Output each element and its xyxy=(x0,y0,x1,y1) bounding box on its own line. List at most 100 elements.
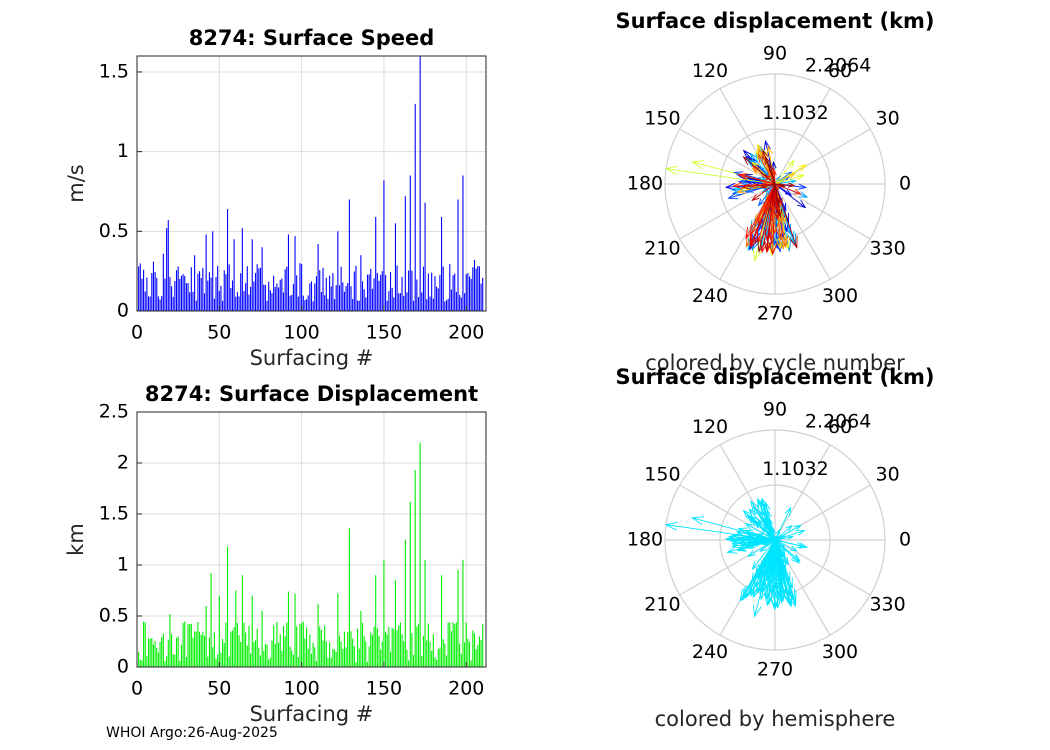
arrow-head xyxy=(796,529,806,536)
arrow-head xyxy=(778,542,786,549)
arrow-head xyxy=(762,503,769,514)
arrow-head xyxy=(741,183,751,190)
arrow-head xyxy=(777,213,784,224)
arrow-head xyxy=(750,500,759,511)
displacement-ytick-label: 0.5 xyxy=(99,605,129,627)
arrow-head xyxy=(775,228,784,240)
arrow-head xyxy=(784,189,793,196)
arrow-head xyxy=(761,509,768,519)
polar-hemi-angle-label: 180 xyxy=(627,529,663,551)
arrow-head xyxy=(780,556,787,565)
arrow-head xyxy=(763,139,771,151)
arrow-head xyxy=(786,588,796,601)
polar-hemi-polar: 0 30 60 90 120 150 180 210 240 270 300 330 1.1032 2.2… xyxy=(615,365,934,731)
arrow-head xyxy=(724,182,736,191)
displacement-xtick-label: 0 xyxy=(131,678,143,700)
speed-ytick-label: 1 xyxy=(117,140,129,162)
arrow-head xyxy=(756,581,765,594)
arrow-head xyxy=(757,143,765,154)
displacement-xtick-label: 50 xyxy=(207,678,231,700)
arrow xyxy=(774,539,808,548)
polar-cycle-rlabel-outer: 2.2064 xyxy=(805,55,871,77)
displacement-ytick-label: 2.5 xyxy=(99,401,129,423)
displacement-ytick-label: 2 xyxy=(117,452,129,474)
arrow-head xyxy=(743,173,753,180)
speed-xtick-label: 50 xyxy=(207,322,231,344)
arrow xyxy=(762,504,776,541)
polar-cycle-title: Surface displacement (km) xyxy=(615,9,934,33)
polar-cycle-spoke xyxy=(774,183,871,240)
speed-xtick-label: 0 xyxy=(131,322,143,344)
arrow-head xyxy=(742,534,752,541)
arrow-head xyxy=(749,237,759,251)
arrow xyxy=(774,183,801,195)
speed-xlabel: Surfacing # xyxy=(250,346,374,370)
arrow-head xyxy=(763,587,773,600)
arrow-head xyxy=(758,216,766,228)
arrow-head xyxy=(797,164,808,172)
arrow xyxy=(743,156,776,185)
arrow-head xyxy=(744,178,754,185)
displacement-ytick-label: 0 xyxy=(117,656,129,678)
speed-ytick-label: 0 xyxy=(117,300,129,322)
arrow-head xyxy=(774,196,780,205)
arrow xyxy=(774,529,780,541)
arrow xyxy=(761,183,776,188)
arrow-head xyxy=(744,523,754,531)
polar-cycle-angle-label: 180 xyxy=(627,173,663,195)
displacement-ylabel: km xyxy=(64,523,88,556)
polar-hemi-spoke xyxy=(774,539,871,596)
polar-hemi-angle-label: 0 xyxy=(899,529,911,551)
arrow-head xyxy=(750,234,760,248)
arrow-head xyxy=(770,585,780,597)
arrow-head xyxy=(796,174,806,181)
arrow-head xyxy=(742,149,753,160)
arrow-head xyxy=(736,545,747,552)
arrow xyxy=(757,539,776,593)
arrow xyxy=(774,183,781,217)
arrow xyxy=(750,153,776,185)
polar-hemi-rlabel-outer: 2.2064 xyxy=(805,411,871,433)
arrow xyxy=(774,174,804,185)
arrow-head xyxy=(754,576,763,589)
arrow xyxy=(774,183,798,248)
arrow xyxy=(774,525,793,541)
polar-cycle-angle-label: 270 xyxy=(757,303,793,325)
arrow-head xyxy=(757,499,765,511)
arrow xyxy=(751,183,776,201)
arrow xyxy=(748,539,776,557)
arrow xyxy=(774,539,800,564)
arrow-head xyxy=(774,540,780,547)
arrow xyxy=(757,183,776,243)
arrow xyxy=(774,530,805,541)
arrow-head xyxy=(789,179,797,185)
displacement-ytick-label: 1 xyxy=(117,554,129,576)
arrow-head xyxy=(787,182,796,188)
arrow-head xyxy=(775,528,781,536)
displacement-title: 8274: Surface Displacement xyxy=(145,382,478,406)
arrow-head xyxy=(664,521,678,531)
speed-ylabel: m/s xyxy=(64,164,88,202)
arrow-head xyxy=(752,505,761,516)
polar-hemi-angle-label: 300 xyxy=(822,641,858,663)
arrow-head xyxy=(762,538,770,543)
arrow-head xyxy=(737,173,748,180)
polar-cycle-polar: 0 30 60 90 120 150 180 210 240 270 300 330 1.1032 2.2… xyxy=(615,9,934,375)
arrow-head xyxy=(772,168,777,176)
speed-xtick-label: 150 xyxy=(366,322,402,344)
polar-hemi-subtitle: colored by hemisphere xyxy=(655,707,896,731)
arrow-head xyxy=(798,542,809,549)
speed-xtick-label: 200 xyxy=(448,322,484,344)
arrow-head xyxy=(785,524,793,532)
arrow-head xyxy=(747,549,756,558)
arrow-head xyxy=(764,229,773,242)
polar-hemi-angle-label: 30 xyxy=(875,464,899,486)
arrow xyxy=(774,173,795,185)
arrow-head xyxy=(793,188,802,195)
arrow xyxy=(765,157,776,185)
arrow xyxy=(760,539,776,552)
arrow-head xyxy=(787,159,795,168)
arrow-head xyxy=(747,158,757,168)
polar-hemi-angle-label: 270 xyxy=(757,659,793,681)
